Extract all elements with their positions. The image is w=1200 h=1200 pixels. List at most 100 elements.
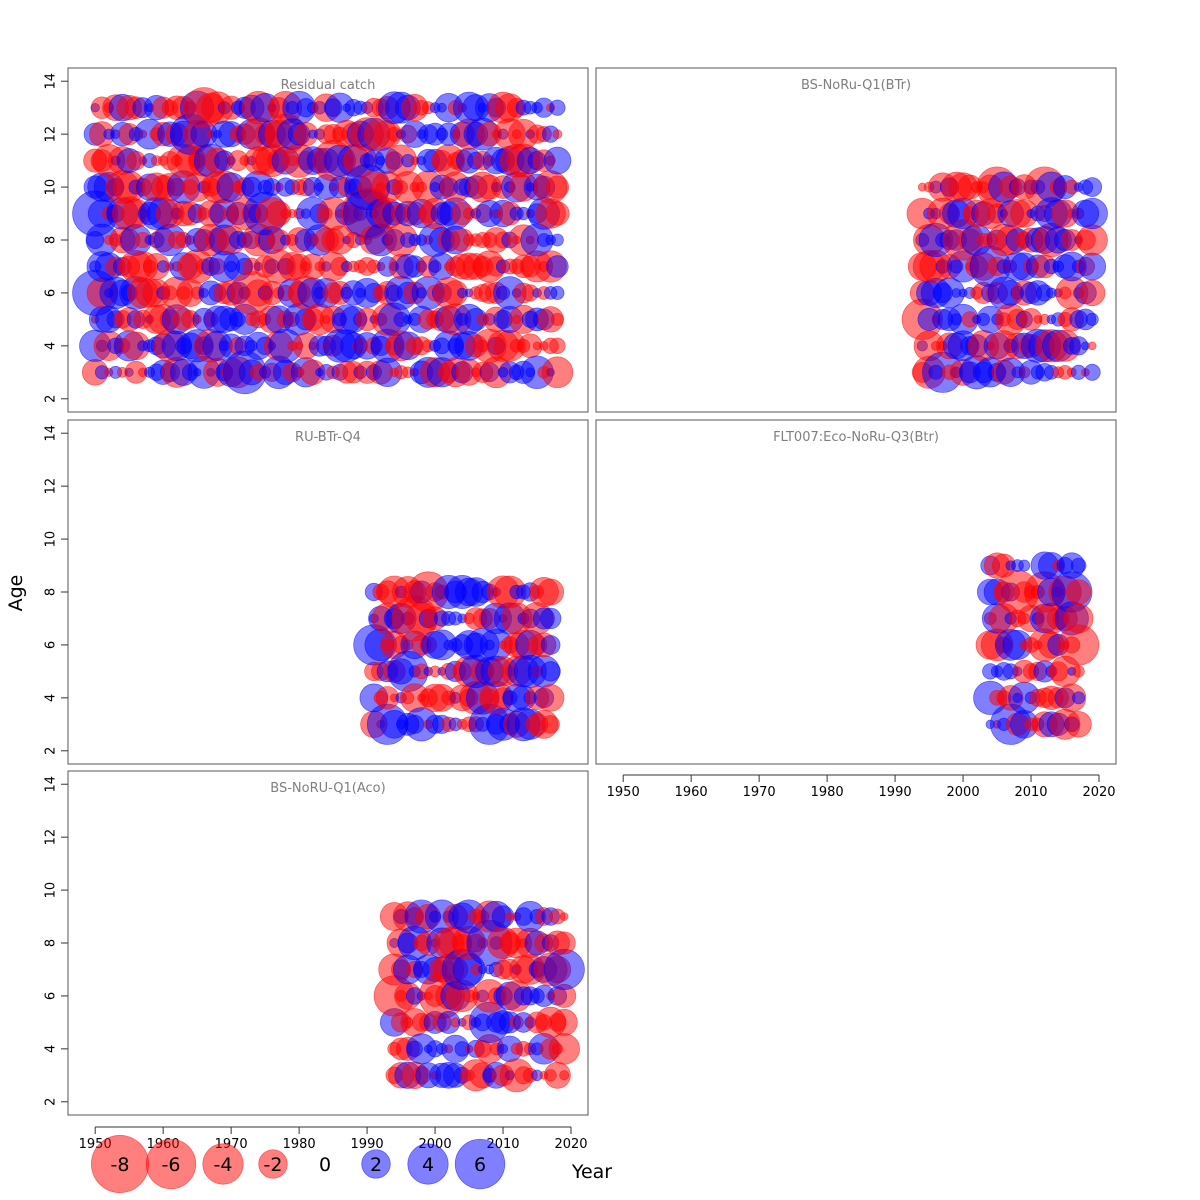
legend-label: 2 [370, 1154, 382, 1176]
legend-item: -6 [145, 1138, 197, 1190]
residual-bubble [1079, 279, 1106, 307]
legend-bubble [454, 1138, 506, 1190]
y-tick-label: 10 [44, 531, 59, 548]
y-axis: 2 4 6 8 10 12 14 [44, 425, 68, 755]
legend-label: -6 [162, 1154, 181, 1176]
bubbles [901, 166, 1108, 393]
residual-bubble [552, 931, 576, 955]
x-tick-label: 1970 [743, 785, 776, 800]
residual-bubble [541, 715, 560, 734]
residual-bubble [550, 312, 564, 326]
legend-item: 6 [454, 1138, 506, 1190]
y-axis: 2 4 6 8 10 12 14 [44, 776, 68, 1106]
panel-title: Residual catch [281, 78, 376, 93]
y-tick-label: 12 [44, 478, 59, 495]
residual-bubble [1065, 711, 1092, 738]
panel-title: BS-NoRU-Q1(Aco) [270, 781, 385, 796]
residual-bubble [1076, 197, 1108, 230]
legend-item: 0 [319, 1154, 331, 1176]
residual-bubble [540, 661, 561, 682]
residual-bubble [540, 635, 561, 655]
x-tick-label: 1990 [351, 1137, 384, 1152]
residual-bubble [546, 255, 569, 278]
y-tick-label: 8 [44, 236, 59, 244]
legend-label: -2 [264, 1154, 283, 1176]
legend-item: -4 [202, 1143, 244, 1185]
x-tick-label: 2010 [1014, 785, 1047, 800]
y-axis: 2 4 6 8 10 12 14 [44, 73, 68, 403]
y-axis-title: Age [5, 575, 27, 612]
x-tick-label: 2000 [947, 785, 980, 800]
residual-bubble [559, 1070, 570, 1081]
residual-bubble [539, 607, 562, 630]
residual-bubble [550, 1008, 578, 1036]
bubbles [973, 551, 1100, 745]
y-tick-label: 2 [44, 1098, 59, 1106]
panel-title: RU-BTr-Q4 [295, 430, 361, 445]
legend-label: 4 [422, 1154, 434, 1176]
residual-bubble [1083, 363, 1101, 381]
x-tick-label: 2020 [554, 1137, 587, 1152]
residual-bubble [1078, 252, 1107, 281]
residual-bubble [1065, 579, 1092, 605]
panel-5: BS-NoRU-Q1(Aco) 2 4 6 8 10 12 14 [44, 770, 589, 1116]
legend-label: 6 [474, 1154, 486, 1176]
y-tick-label: 8 [44, 939, 59, 947]
legend-bubble [202, 1143, 244, 1185]
legend-label: -8 [111, 1154, 130, 1176]
panel-3: RU-BTr-Q4 2 4 6 8 10 12 14 [44, 419, 589, 765]
residual-bubble [543, 146, 572, 175]
x-tick-label: 1950 [607, 785, 640, 800]
residual-bubble [1072, 665, 1085, 678]
residual-bubble [1082, 177, 1103, 197]
residual-bubble [549, 99, 566, 116]
panel-frame [595, 419, 1117, 765]
residual-bubble [1070, 557, 1087, 574]
x-axis-title: Year [571, 1161, 612, 1183]
legend-bubble [145, 1138, 197, 1190]
panel-title: FLT007:Eco-NoRu-Q3(Btr) [773, 430, 939, 445]
y-tick-label: 2 [44, 747, 59, 755]
y-tick-label: 12 [44, 829, 59, 846]
y-tick-label: 12 [44, 126, 59, 143]
legend-bubble [407, 1143, 449, 1185]
residual-bubble [550, 285, 565, 300]
y-tick-label: 10 [44, 882, 59, 899]
residual-bubble [551, 233, 564, 247]
y-tick-label: 8 [44, 588, 59, 596]
legend-item: 2 [361, 1149, 391, 1179]
legend-label: -4 [214, 1154, 233, 1176]
residual-bubble [541, 356, 574, 389]
y-tick-label: 4 [44, 694, 59, 702]
panel-4: FLT007:Eco-NoRu-Q3(Btr) [595, 419, 1117, 765]
y-tick-label: 10 [44, 179, 59, 196]
residual-bubble [1063, 603, 1094, 634]
x-axis: 1950 1960 1970 1980 1990 2000 2010 2020 [607, 774, 1116, 800]
y-tick-label: 4 [44, 1045, 59, 1053]
x-tick-label: 1980 [811, 785, 844, 800]
legend-item: -8 [91, 1135, 149, 1193]
residual-bubble [552, 129, 563, 140]
x-tick-label: 1990 [879, 785, 912, 800]
legend-item: 4 [407, 1143, 449, 1185]
bubbles [373, 899, 585, 1093]
x-tick-label: 1980 [283, 1137, 316, 1152]
legend-label: 0 [319, 1154, 331, 1176]
residual-bubble [549, 337, 566, 355]
y-tick-label: 14 [44, 425, 59, 442]
legend-bubble [258, 1149, 288, 1179]
y-tick-label: 14 [44, 73, 59, 90]
residual-bubble [1072, 691, 1086, 705]
residual-bubble [536, 684, 565, 712]
bubbles [72, 87, 574, 395]
x-tick-label: 2020 [1082, 785, 1115, 800]
y-tick-label: 14 [44, 776, 59, 793]
panel-1: Residual catch 2 4 6 8 10 12 14 [44, 67, 589, 413]
panel-title: BS-NoRu-Q1(BTr) [801, 78, 911, 93]
residual-bubble [1018, 559, 1031, 572]
y-tick-label: 2 [44, 395, 59, 403]
residual-bubble [545, 201, 570, 226]
x-tick-label: 1960 [675, 785, 708, 800]
y-tick-label: 6 [44, 289, 59, 297]
y-tick-label: 6 [44, 641, 59, 649]
